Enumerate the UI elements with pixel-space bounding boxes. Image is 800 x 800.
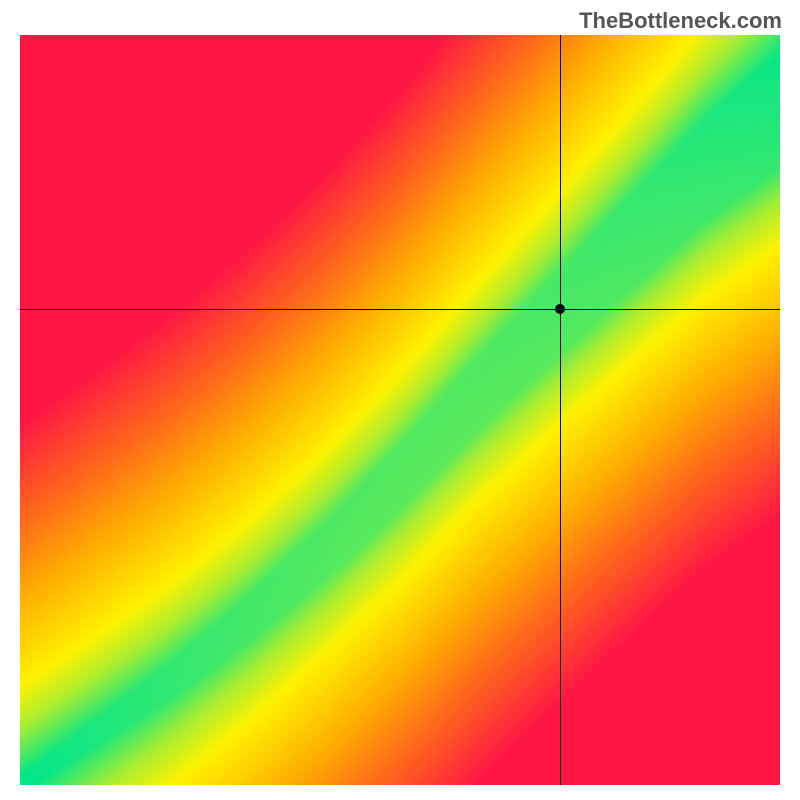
watermark-text: TheBottleneck.com <box>579 8 782 34</box>
heatmap-canvas <box>20 35 780 785</box>
crosshair-vertical <box>560 35 561 785</box>
crosshair-marker-dot <box>555 304 565 314</box>
crosshair-horizontal <box>20 309 780 310</box>
heatmap-plot <box>20 35 780 785</box>
